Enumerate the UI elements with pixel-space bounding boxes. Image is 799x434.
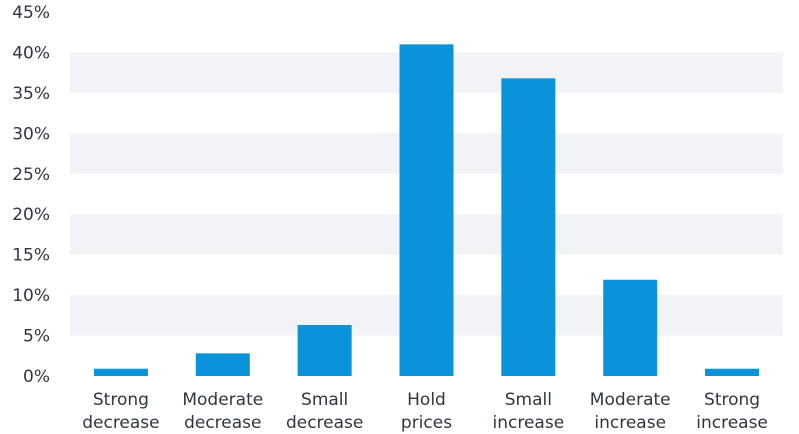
y-tick-label: 5% bbox=[23, 327, 50, 347]
y-tick-label: 35% bbox=[12, 84, 50, 104]
bar bbox=[501, 78, 556, 376]
y-tick-label: 40% bbox=[12, 43, 50, 63]
bar bbox=[195, 353, 250, 376]
x-category-label: Moderate decrease bbox=[182, 390, 263, 433]
bar bbox=[705, 368, 760, 376]
y-tick-label: 15% bbox=[12, 246, 50, 266]
y-tick-label: 0% bbox=[23, 367, 50, 387]
x-category-label: Hold prices bbox=[401, 390, 452, 433]
y-tick-label: 30% bbox=[12, 124, 50, 144]
y-tick-label: 10% bbox=[12, 286, 50, 306]
bar bbox=[603, 279, 658, 376]
y-tick-label: 45% bbox=[12, 3, 50, 23]
y-tick-label: 20% bbox=[12, 205, 50, 225]
x-category-label: Small decrease bbox=[286, 390, 363, 433]
x-category-label: Strong decrease bbox=[82, 390, 159, 433]
y-tick-label: 25% bbox=[12, 165, 50, 185]
bar bbox=[93, 368, 148, 376]
y-axis: 0% 5% 10% 15% 20% 25% 30% 35% 40% 45% bbox=[12, 3, 50, 387]
bar bbox=[399, 44, 454, 376]
x-category-label: Moderate increase bbox=[590, 390, 671, 433]
x-category-label: Strong increase bbox=[696, 390, 768, 433]
x-axis: Strong decrease Moderate decrease Small decre… bbox=[82, 390, 768, 433]
x-category-label: Small increase bbox=[493, 390, 565, 433]
bar bbox=[297, 325, 352, 376]
bars bbox=[93, 44, 760, 376]
